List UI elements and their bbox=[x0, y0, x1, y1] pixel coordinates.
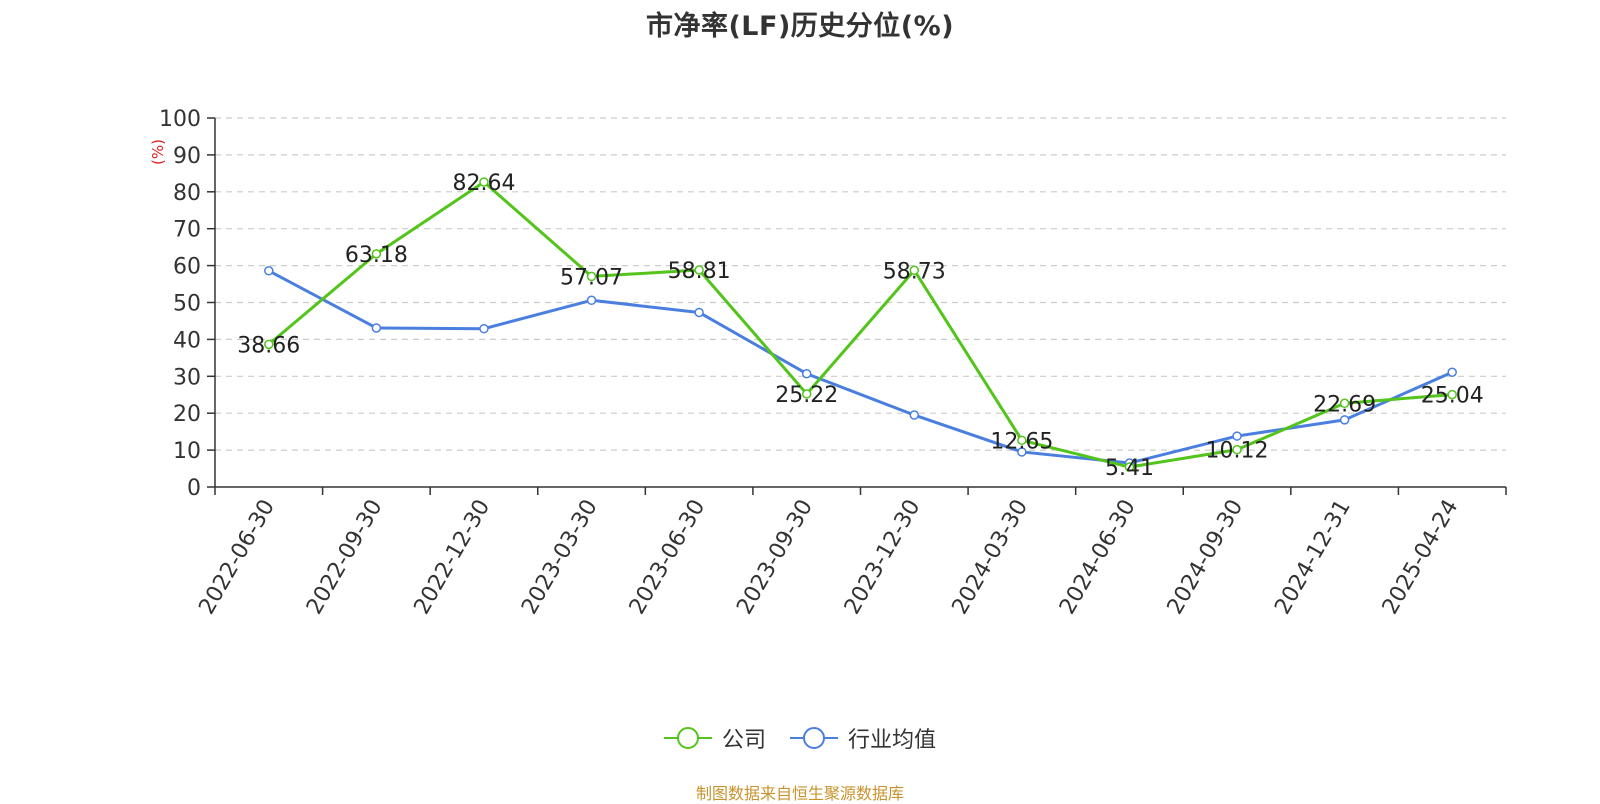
data-point bbox=[1017, 447, 1027, 457]
y-tick-label: 80 bbox=[173, 181, 201, 206]
x-tick-label: 2022-09-30 bbox=[302, 496, 388, 619]
data-label: 38.66 bbox=[237, 333, 300, 358]
x-tick-label: 2024-09-30 bbox=[1163, 496, 1249, 619]
data-point bbox=[1447, 389, 1457, 400]
legend: 公司 行业均值 bbox=[0, 722, 1600, 754]
x-tick-label: 2024-03-30 bbox=[947, 496, 1033, 619]
y-tick-label: 50 bbox=[173, 292, 201, 317]
data-point bbox=[1339, 398, 1350, 409]
data-point bbox=[1124, 462, 1135, 472]
data-point bbox=[586, 295, 597, 306]
series-line-industry-average bbox=[268, 269, 1453, 465]
x-tick-label: 2024-12-31 bbox=[1270, 496, 1356, 619]
data-point bbox=[479, 323, 489, 334]
data-label: 5.41 bbox=[1105, 456, 1154, 481]
data-label: 25.22 bbox=[775, 383, 838, 408]
y-tick-label: 90 bbox=[173, 144, 201, 169]
data-label: 63.18 bbox=[345, 243, 408, 268]
data-point bbox=[1339, 415, 1350, 425]
legend-line-circle-icon bbox=[663, 727, 712, 749]
data-point bbox=[371, 323, 382, 333]
y-tick-label: 20 bbox=[173, 402, 201, 427]
legend-label-industry-average: 行业均值 bbox=[848, 728, 937, 753]
series-line-company bbox=[267, 180, 1453, 469]
x-tick-label: 2024-06-30 bbox=[1055, 496, 1141, 619]
x-tick-label: 2022-06-30 bbox=[194, 496, 280, 619]
data-point bbox=[586, 271, 597, 282]
data-point bbox=[264, 266, 274, 276]
data-point bbox=[694, 307, 704, 318]
y-tick-label: 40 bbox=[173, 328, 201, 353]
x-tick-label: 2023-09-30 bbox=[732, 496, 818, 619]
data-point bbox=[479, 177, 489, 187]
data-point bbox=[801, 368, 812, 379]
data-label: 82.64 bbox=[452, 171, 515, 196]
data-point bbox=[1017, 435, 1027, 446]
data-label: 57.07 bbox=[560, 265, 623, 290]
data-label: 12.65 bbox=[990, 429, 1053, 454]
data-point bbox=[1232, 431, 1242, 441]
y-tick-label: 60 bbox=[173, 255, 201, 280]
x-tick-label: 2023-06-30 bbox=[625, 496, 711, 619]
legend-line-circle-icon bbox=[790, 727, 838, 749]
data-point bbox=[1447, 367, 1457, 377]
data-label: 58.81 bbox=[668, 259, 731, 284]
data-label: 58.73 bbox=[883, 259, 946, 284]
series-lines bbox=[264, 177, 1457, 472]
data-point bbox=[801, 389, 812, 399]
y-tick-label: 30 bbox=[173, 365, 201, 390]
data-point bbox=[909, 410, 920, 420]
source-note: 制图数据来自恒生聚源数据库 bbox=[695, 784, 904, 803]
data-point bbox=[264, 339, 274, 350]
data-point bbox=[1232, 444, 1242, 455]
legend-item-industry-average[interactable]: 行业均值 bbox=[790, 722, 936, 754]
data-point bbox=[694, 265, 704, 275]
y-tick-label: 10 bbox=[173, 439, 201, 464]
x-tick-label: 2023-12-30 bbox=[840, 496, 926, 619]
data-label: 22.69 bbox=[1313, 392, 1376, 417]
legend-item-company[interactable]: 公司 bbox=[663, 722, 766, 754]
data-label: 25.04 bbox=[1421, 384, 1484, 409]
data-labels: 38.66 63.18 82.64 57.07 58.81 25.22 58.73 12.65… bbox=[237, 171, 1483, 481]
x-tick-label: 2023-03-30 bbox=[517, 496, 603, 619]
y-tick-label: 70 bbox=[173, 218, 201, 243]
y-axis-label: (%) bbox=[149, 139, 167, 165]
x-tick-label: 2022-12-30 bbox=[410, 496, 496, 619]
data-point bbox=[909, 265, 920, 276]
y-tick-label: 100 bbox=[159, 107, 201, 132]
legend-label-company: 公司 bbox=[721, 728, 766, 753]
x-tick-label: 2025-04-24 bbox=[1378, 496, 1464, 619]
data-label: 10.12 bbox=[1206, 439, 1269, 464]
y-tick-label: 0 bbox=[187, 476, 201, 501]
data-point bbox=[371, 249, 382, 259]
chart-title: 市净率(LF)历史分位(%) bbox=[645, 11, 955, 42]
